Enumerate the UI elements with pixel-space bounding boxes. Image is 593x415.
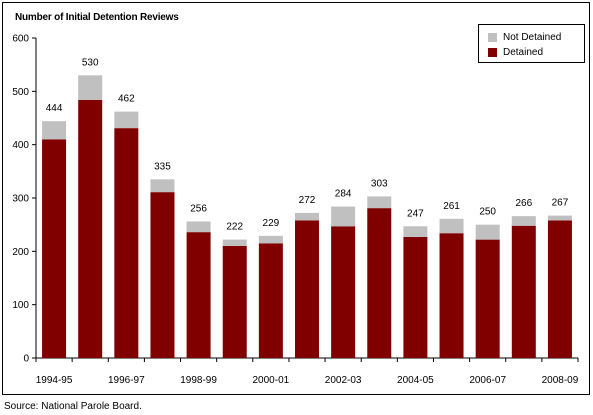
bar-detained [150, 192, 175, 358]
bar-detained [258, 243, 283, 358]
x-tick-label: 2004-05 [397, 375, 434, 386]
bar-detained [42, 139, 67, 358]
y-tick-label: 300 [12, 194, 29, 205]
bar-detained [547, 220, 572, 358]
x-tick-label: 2006-07 [469, 375, 506, 386]
data-label-total: 229 [263, 218, 280, 229]
bar-detained [475, 239, 500, 358]
x-tick-label: 2002-03 [325, 375, 362, 386]
data-label-total: 222 [226, 222, 243, 233]
y-tick-label: 400 [12, 140, 29, 151]
legend-swatch-not-detained [488, 32, 497, 42]
data-label-total: 266 [515, 198, 532, 209]
data-label-total: 303 [371, 178, 388, 189]
legend-label-detained: Detained [503, 46, 544, 58]
bar-detained [222, 246, 247, 358]
bar-not-detained [475, 224, 500, 240]
bar-detained [511, 225, 536, 358]
bar-detained [295, 220, 319, 358]
data-label-total: 247 [407, 208, 424, 219]
legend-item-not-detained: Not Detained [488, 31, 561, 43]
y-tick-label: 200 [12, 247, 29, 258]
bar-detained [439, 233, 464, 358]
x-tick-label: 1998-99 [180, 375, 217, 386]
legend-item-detained: Detained [488, 46, 543, 58]
bar-not-detained [42, 121, 67, 140]
bar-detained [367, 208, 392, 358]
bar-detained [78, 99, 103, 358]
data-label-total: 250 [479, 207, 496, 218]
x-tick-label: 2008-09 [542, 375, 579, 386]
source-note: Source: National Parole Board. [4, 401, 142, 412]
y-tick-label: 100 [12, 300, 29, 311]
bar-detained [114, 128, 139, 358]
y-tick-label: 0 [23, 354, 29, 365]
bar-not-detained [295, 212, 319, 221]
x-tick-label: 2000-01 [253, 375, 290, 386]
bar-not-detained [114, 111, 139, 129]
bar-not-detained [403, 226, 428, 237]
bar-not-detained [511, 216, 536, 226]
bar-not-detained [222, 239, 247, 246]
bar-not-detained [331, 206, 356, 227]
data-label-total: 444 [46, 103, 63, 114]
data-label-total: 256 [190, 203, 207, 214]
bar-detained [331, 226, 356, 358]
x-tick-label: 1994-95 [36, 375, 73, 386]
bar-not-detained [78, 75, 103, 100]
bar-not-detained [186, 221, 211, 233]
bar-not-detained [150, 179, 175, 193]
data-label-total: 530 [82, 57, 99, 68]
bar-not-detained [547, 215, 572, 221]
legend: Not Detained Detained [478, 24, 585, 63]
y-tick-label: 500 [12, 87, 29, 98]
data-label-total: 261 [443, 201, 460, 212]
y-tick-label: 600 [12, 34, 29, 45]
bar-detained [186, 232, 211, 358]
chart-title: Number of Initial Detention Reviews [15, 12, 179, 23]
bar-not-detained [258, 235, 283, 244]
data-label-total: 335 [154, 161, 171, 172]
bar-not-detained [367, 196, 392, 209]
data-label-total: 462 [118, 94, 135, 105]
data-label-total: 267 [552, 198, 569, 209]
bar-not-detained [439, 218, 464, 234]
data-label-total: 272 [299, 195, 316, 206]
legend-label-not-detained: Not Detained [503, 31, 562, 43]
data-label-total: 284 [335, 189, 352, 200]
bar-detained [403, 236, 428, 358]
x-tick-label: 1996-97 [108, 375, 145, 386]
legend-swatch-detained [488, 47, 497, 57]
